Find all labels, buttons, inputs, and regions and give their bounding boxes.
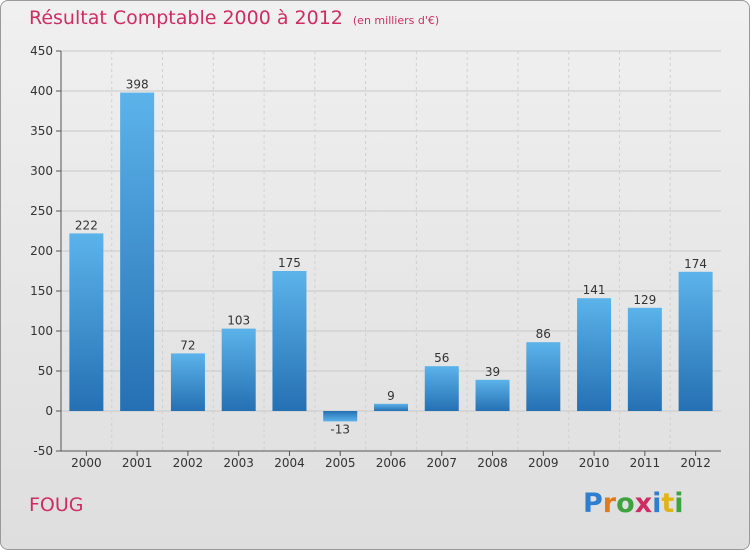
x-tick-label: 2010	[579, 456, 610, 470]
y-tick-label: 150	[30, 284, 53, 298]
data-label: 222	[75, 218, 98, 232]
y-tick-label: 300	[30, 164, 53, 178]
bar	[69, 233, 104, 411]
y-tick-label: 350	[30, 124, 53, 138]
proxiti-logo: Proxiti	[583, 488, 684, 519]
x-tick-label: 2002	[173, 456, 204, 470]
data-label: -13	[330, 422, 350, 436]
x-tick-label: 2004	[274, 456, 305, 470]
logo-letter: o	[616, 488, 635, 519]
bar	[120, 92, 155, 411]
y-tick-label: 100	[30, 324, 53, 338]
y-tick-label: 400	[30, 84, 53, 98]
x-tick-label: 2006	[376, 456, 407, 470]
data-label: 39	[485, 365, 500, 379]
y-tick-label: -50	[33, 444, 53, 458]
commune-name: FOUG	[29, 494, 84, 516]
data-label: 141	[583, 283, 606, 297]
y-tick-label: 450	[30, 44, 53, 58]
bar	[374, 403, 408, 411]
x-tick-label: 2005	[325, 456, 356, 470]
logo-letter: P	[583, 488, 603, 519]
x-tick-label: 2001	[122, 456, 153, 470]
data-label: 129	[633, 293, 656, 307]
data-label: 175	[278, 256, 301, 270]
data-label: 9	[387, 389, 395, 403]
logo-letter: i	[652, 488, 662, 519]
bar	[526, 342, 561, 411]
y-tick-label: 50	[38, 364, 53, 378]
data-label: 103	[227, 314, 250, 328]
chart-title: Résultat Comptable 2000 à 2012 (en millie…	[29, 7, 439, 29]
x-tick-label: 2008	[477, 456, 508, 470]
data-label: 398	[126, 78, 149, 92]
bar	[424, 366, 459, 411]
data-label: 86	[536, 327, 551, 341]
bar	[170, 353, 205, 411]
bar	[221, 328, 256, 411]
x-tick-label: 2009	[528, 456, 559, 470]
x-tick-label: 2012	[680, 456, 711, 470]
bar	[678, 271, 713, 411]
bar	[577, 298, 612, 411]
bar	[272, 271, 307, 411]
y-tick-label: 250	[30, 204, 53, 218]
bar	[323, 411, 358, 422]
logo-letter: r	[602, 488, 617, 519]
data-label: 174	[684, 257, 707, 271]
logo-letter: t	[661, 488, 675, 519]
bar	[627, 307, 662, 411]
x-tick-label: 2007	[426, 456, 457, 470]
chart-title-text: Résultat Comptable 2000 à 2012	[29, 7, 343, 29]
logo-letter: i	[674, 488, 684, 519]
y-tick-label: 0	[45, 404, 53, 418]
x-tick-label: 2003	[223, 456, 254, 470]
data-label: 72	[180, 338, 195, 352]
x-tick-label: 2000	[71, 456, 102, 470]
logo-letter: x	[634, 488, 653, 519]
x-tick-label: 2011	[630, 456, 661, 470]
y-tick-label: 200	[30, 244, 53, 258]
chart-unit-label: (en milliers d'€)	[352, 14, 440, 27]
bar	[475, 379, 510, 411]
data-label: 56	[434, 351, 449, 365]
